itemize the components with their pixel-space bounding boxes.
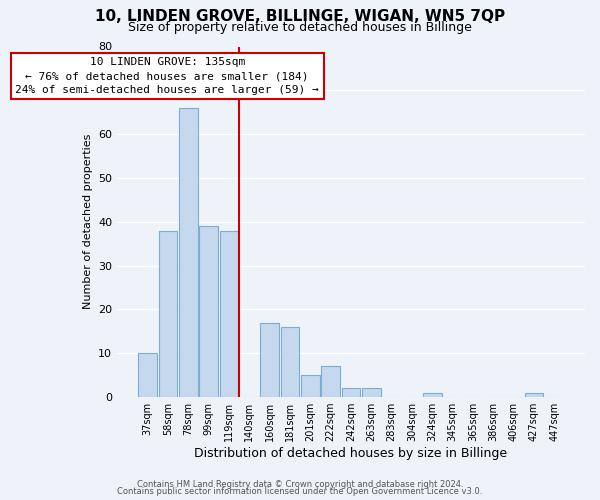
Bar <box>179 108 198 397</box>
Y-axis label: Number of detached properties: Number of detached properties <box>83 134 92 310</box>
Bar <box>220 230 238 397</box>
Bar <box>139 354 157 397</box>
Text: Contains HM Land Registry data © Crown copyright and database right 2024.: Contains HM Land Registry data © Crown c… <box>137 480 463 489</box>
Bar <box>158 230 178 397</box>
Text: 10, LINDEN GROVE, BILLINGE, WIGAN, WN5 7QP: 10, LINDEN GROVE, BILLINGE, WIGAN, WN5 7… <box>95 9 505 24</box>
Text: Contains public sector information licensed under the Open Government Licence v3: Contains public sector information licen… <box>118 487 482 496</box>
Bar <box>260 322 279 397</box>
Text: 10 LINDEN GROVE: 135sqm
← 76% of detached houses are smaller (184)
24% of semi-d: 10 LINDEN GROVE: 135sqm ← 76% of detache… <box>16 57 319 95</box>
Text: Size of property relative to detached houses in Billinge: Size of property relative to detached ho… <box>128 21 472 34</box>
Bar <box>322 366 340 397</box>
Bar <box>362 388 381 397</box>
Bar <box>199 226 218 397</box>
Bar <box>281 327 299 397</box>
X-axis label: Distribution of detached houses by size in Billinge: Distribution of detached houses by size … <box>194 447 508 460</box>
Bar <box>341 388 361 397</box>
Bar <box>524 392 544 397</box>
Bar <box>301 375 320 397</box>
Bar <box>423 392 442 397</box>
